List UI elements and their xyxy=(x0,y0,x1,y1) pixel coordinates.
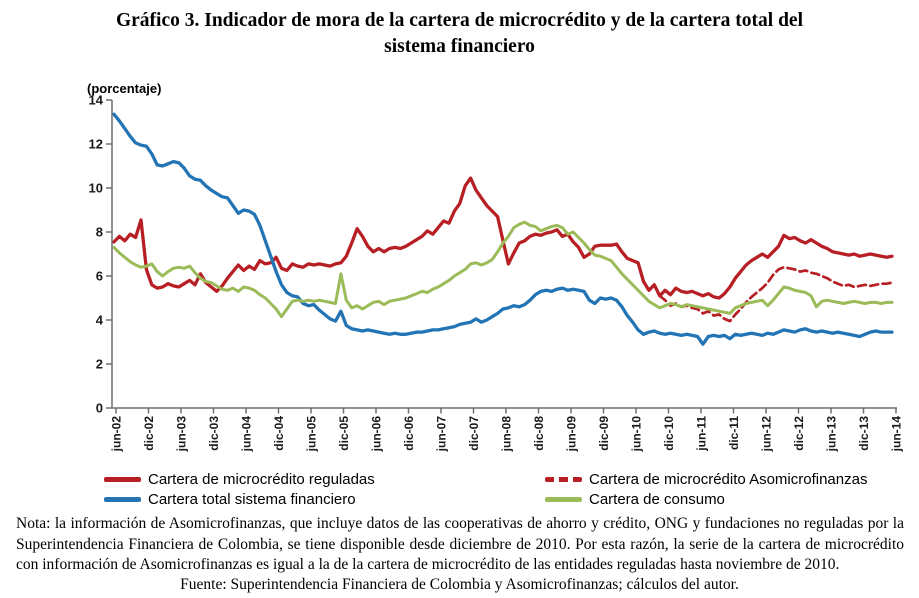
chart-legend: Cartera de microcrédito reguladas Carter… xyxy=(104,470,894,509)
x-tick-label: jun-07 xyxy=(435,416,449,453)
legend-item-cartera-consumo: Cartera de consumo xyxy=(545,490,894,509)
x-tick-label: dic-06 xyxy=(402,416,416,451)
legend-item-microcredito-reguladas: Cartera de microcrédito reguladas xyxy=(104,470,545,489)
y-tick-label: 14 xyxy=(89,95,104,108)
x-tick-label: dic-11 xyxy=(727,416,741,450)
y-tick-label: 4 xyxy=(96,313,104,328)
series-line-1 xyxy=(658,265,894,323)
legend-swatch-solid-blue xyxy=(104,497,141,502)
y-tick-label: 8 xyxy=(96,225,103,240)
x-tick-label: dic-04 xyxy=(272,416,286,451)
chart-title-line2: sistema financiero xyxy=(384,36,535,57)
x-tick-label: dic-07 xyxy=(467,416,481,451)
chart-note: Nota: la información de Asomicrofinanzas… xyxy=(16,515,904,573)
x-tick-label: dic-13 xyxy=(857,416,871,451)
x-tick-label: jun-11 xyxy=(695,416,709,452)
legend-swatch-dashed-red xyxy=(545,477,582,482)
chart-title: Gráfico 3. Indicador de mora de la carte… xyxy=(48,8,871,60)
series-line-3 xyxy=(112,220,894,319)
x-tick-label: jun-04 xyxy=(240,416,254,453)
y-axis-unit-label: (porcentaje) xyxy=(87,81,162,96)
y-tick-label: 2 xyxy=(96,357,103,372)
chart-source: Fuente: Superintendencia Financiera de C… xyxy=(180,576,739,593)
x-tick-label: jun-13 xyxy=(825,416,839,453)
x-tick-label: jun-05 xyxy=(305,416,319,453)
legend-swatch-solid-green xyxy=(545,497,582,502)
series-line-0 xyxy=(112,176,894,300)
mora-line-chart: 0 2 4 6 8 10 12 14 jun-02 dic-02 jun-03 dic-03 jun-0… xyxy=(89,95,904,453)
x-tick-label: jun-02 xyxy=(110,416,124,453)
legend-label: Cartera de consumo xyxy=(589,491,725,508)
y-tick-label: 10 xyxy=(89,181,103,196)
x-tick-label: dic-03 xyxy=(207,416,221,451)
x-tick-label: jun-03 xyxy=(175,416,189,453)
x-tick-label: jun-10 xyxy=(630,416,644,453)
x-tick-label: jun-09 xyxy=(565,416,579,453)
legend-item-microcredito-asomicrofinanzas: Cartera de microcrédito Asomicrofinanzas xyxy=(545,470,894,489)
y-tick-label: 12 xyxy=(89,137,103,152)
x-tick-label: jun-12 xyxy=(760,416,774,453)
y-tick-label: 0 xyxy=(96,401,103,416)
x-tick-label: jun-14 xyxy=(890,416,904,453)
legend-swatch-solid-red xyxy=(104,477,141,482)
legend-label: Cartera de microcrédito Asomicrofinanzas xyxy=(589,471,868,488)
x-tick-label: dic-02 xyxy=(142,416,156,451)
x-tick-label: jun-08 xyxy=(500,416,514,453)
x-tick-label: dic-08 xyxy=(532,416,546,451)
legend-label: Cartera de microcrédito reguladas xyxy=(148,471,375,488)
y-tick-label: 6 xyxy=(96,269,103,284)
x-tick-label: jun-06 xyxy=(370,416,384,453)
x-tick-label: dic-12 xyxy=(792,416,806,451)
legend-label: Cartera total sistema financiero xyxy=(148,491,356,508)
legend-item-cartera-total: Cartera total sistema financiero xyxy=(104,490,545,509)
x-tick-label: dic-10 xyxy=(662,416,676,451)
series-line-2 xyxy=(112,112,894,346)
x-tick-label: dic-05 xyxy=(337,416,351,451)
x-tick-label: dic-09 xyxy=(597,416,611,451)
chart-title-line1: Gráfico 3. Indicador de mora de la carte… xyxy=(115,10,803,31)
